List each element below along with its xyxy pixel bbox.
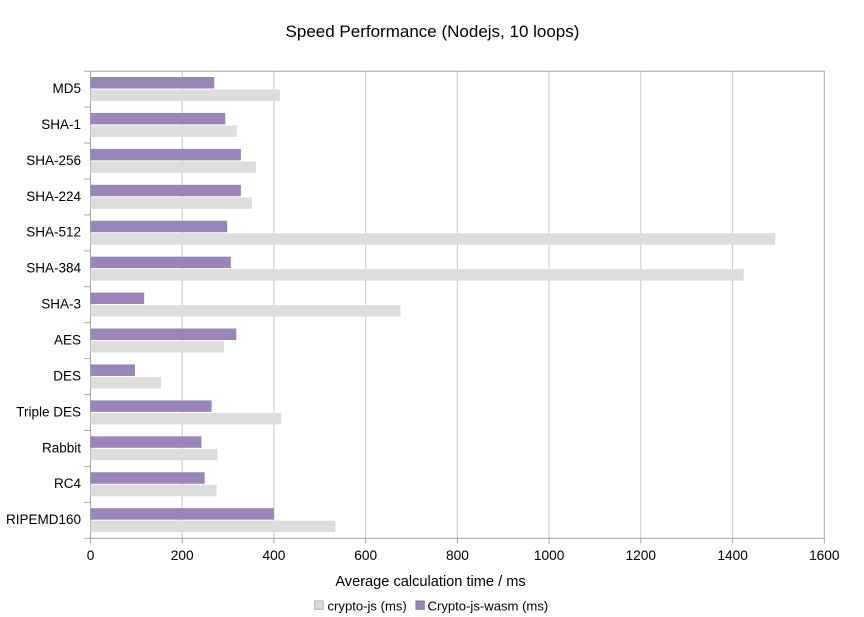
svg-text:0: 0 — [87, 548, 95, 563]
svg-text:AES: AES — [54, 332, 81, 347]
svg-text:Rabbit: Rabbit — [42, 440, 81, 455]
svg-text:SHA-384: SHA-384 — [26, 261, 81, 276]
svg-text:1000: 1000 — [534, 548, 565, 563]
svg-text:crypto-js (ms): crypto-js (ms) — [328, 598, 407, 613]
svg-text:200: 200 — [171, 548, 194, 563]
svg-text:RIPEMD160: RIPEMD160 — [6, 512, 81, 527]
svg-text:SHA-3: SHA-3 — [41, 297, 81, 312]
svg-text:SHA-512: SHA-512 — [26, 225, 81, 240]
svg-text:Triple DES: Triple DES — [16, 404, 81, 419]
svg-text:400: 400 — [262, 548, 285, 563]
svg-text:SHA-256: SHA-256 — [26, 153, 81, 168]
svg-text:600: 600 — [354, 548, 377, 563]
svg-text:1400: 1400 — [717, 548, 748, 563]
svg-text:Speed Performance (Nodejs, 10: Speed Performance (Nodejs, 10 loops) — [286, 22, 580, 41]
svg-text:1200: 1200 — [626, 548, 657, 563]
svg-text:800: 800 — [446, 548, 469, 563]
svg-text:Average calculation time / ms: Average calculation time / ms — [335, 574, 525, 590]
svg-text:MD5: MD5 — [52, 81, 81, 96]
svg-text:Crypto-js-wasm (ms): Crypto-js-wasm (ms) — [428, 598, 549, 613]
svg-text:SHA-1: SHA-1 — [41, 117, 81, 132]
svg-text:DES: DES — [53, 368, 81, 383]
svg-text:RC4: RC4 — [54, 476, 81, 491]
svg-text:1600: 1600 — [809, 548, 840, 563]
svg-text:SHA-224: SHA-224 — [26, 189, 81, 204]
